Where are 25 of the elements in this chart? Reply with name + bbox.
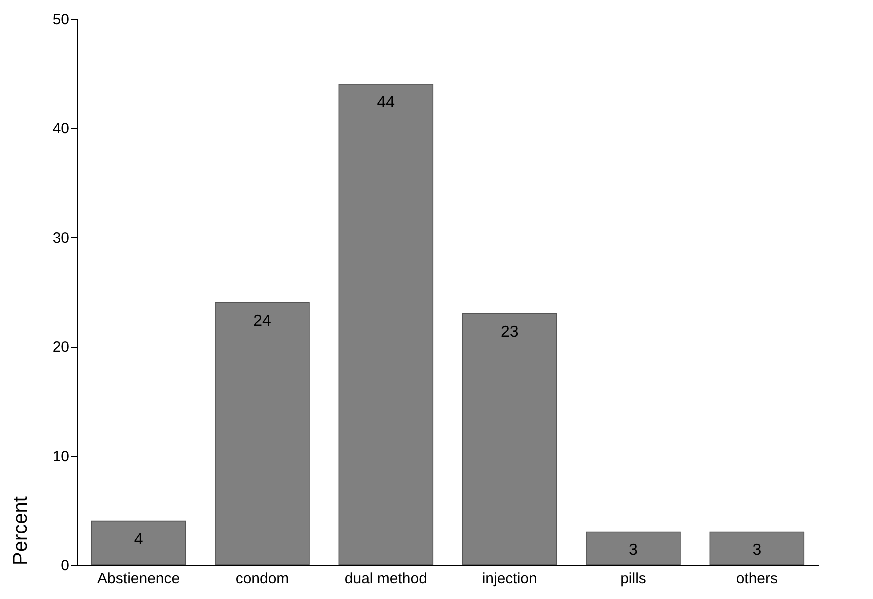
y-tick-label: 10 xyxy=(52,448,70,466)
data-label: 3 xyxy=(752,542,762,560)
bar xyxy=(338,84,434,566)
y-tick-label: 0 xyxy=(61,558,70,574)
y-tick-label: 30 xyxy=(52,230,70,247)
y-tick-label: 40 xyxy=(52,120,70,138)
bar xyxy=(91,520,186,566)
x-tick-label: Abstienence xyxy=(98,570,180,588)
y-tick-label: 20 xyxy=(52,339,70,356)
y-axis-title: Percent xyxy=(10,496,32,566)
x-tick-label: injection xyxy=(482,570,538,588)
bar xyxy=(215,302,310,566)
x-tick-label: pills xyxy=(620,570,646,588)
data-label: 23 xyxy=(500,324,519,341)
bar xyxy=(462,313,558,566)
x-tick-label: others xyxy=(736,570,778,588)
y-tick-label: 50 xyxy=(52,12,70,28)
x-tick-label: condom xyxy=(236,570,290,588)
data-label: 44 xyxy=(377,94,396,112)
bar xyxy=(710,532,805,566)
data-label: 24 xyxy=(254,312,272,330)
bar xyxy=(586,532,681,566)
x-tick-label: dual method xyxy=(344,570,428,588)
data-label: 4 xyxy=(134,531,144,548)
data-label: 3 xyxy=(629,542,638,560)
